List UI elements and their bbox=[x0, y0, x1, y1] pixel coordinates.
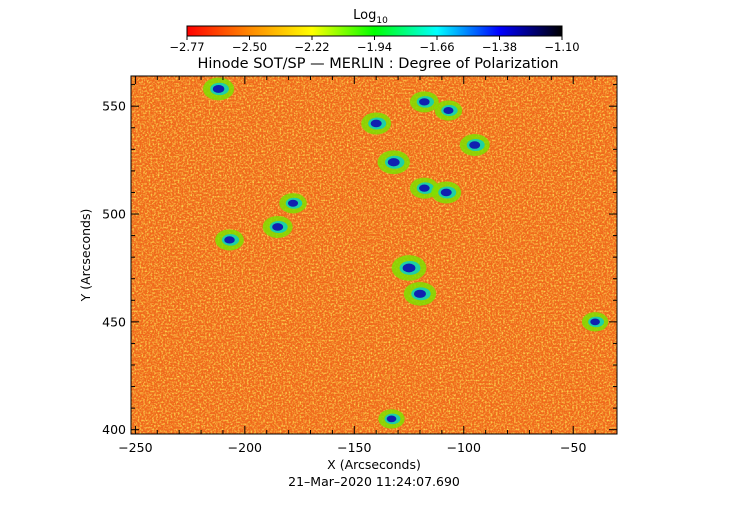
y-tick-label: 550 bbox=[102, 99, 126, 114]
feature-core bbox=[443, 107, 454, 115]
x-tick-label: −250 bbox=[118, 440, 152, 455]
x-tick-label: −150 bbox=[337, 440, 371, 455]
timestamp: 21–Mar–2020 11:24:07.690 bbox=[288, 474, 460, 489]
x-tick-label: −100 bbox=[447, 440, 481, 455]
feature-core bbox=[469, 141, 481, 149]
y-axis: 400 450 500 550 bbox=[102, 84, 617, 437]
feature-core bbox=[212, 84, 225, 93]
feature-core bbox=[386, 415, 397, 423]
colorbar-tick-label: −1.38 bbox=[482, 40, 517, 54]
feature-core bbox=[387, 158, 400, 167]
feature-core bbox=[272, 223, 284, 231]
colorbar-tick-label: −1.94 bbox=[357, 40, 392, 54]
feature-core bbox=[287, 199, 299, 207]
colorbar-tick-label: −2.22 bbox=[294, 40, 329, 54]
x-tick-label: −50 bbox=[560, 440, 586, 455]
plot-frame bbox=[130, 75, 618, 435]
feature-core bbox=[419, 184, 430, 192]
x-axis-label: X (Arcseconds) bbox=[327, 457, 421, 472]
colorbar-tick-label: −2.50 bbox=[232, 40, 267, 54]
plot-area bbox=[130, 75, 618, 435]
colorbar-tick-label: −2.77 bbox=[169, 40, 204, 54]
feature-core bbox=[370, 119, 382, 128]
feature-core bbox=[419, 98, 430, 106]
feature-core bbox=[402, 263, 416, 273]
y-axis-label: Y (Arcseconds) bbox=[78, 209, 93, 303]
chart-title: Hinode SOT/SP — MERLIN : Degree of Polar… bbox=[197, 56, 558, 72]
feature-core bbox=[414, 289, 426, 298]
colorbar-gradient-bar bbox=[186, 25, 563, 37]
x-tick-label: −200 bbox=[228, 440, 262, 455]
colorbar-ticks: −2.77 −2.50 −2.22 −1.94 −1.66 −1.38 −1.10 bbox=[169, 36, 580, 54]
y-tick-label: 400 bbox=[102, 422, 126, 437]
feature-core bbox=[590, 318, 600, 326]
colorbar-tick-label: −1.10 bbox=[544, 40, 579, 54]
y-tick-label: 450 bbox=[102, 314, 126, 329]
y-tick-label: 500 bbox=[102, 207, 126, 222]
feature-core bbox=[440, 188, 452, 197]
colorbar-tick-label: −1.66 bbox=[419, 40, 454, 54]
feature-core bbox=[224, 236, 235, 244]
colorbar-title: Log10 bbox=[353, 8, 388, 26]
x-axis: −250 −200 −150 −100 −50 bbox=[118, 76, 618, 455]
heatmap-texture-dark bbox=[131, 76, 617, 434]
colorbar: Log10 −2.77 −2.50 −2.22 −1.94 −1.66 −1.38 −1.1… bbox=[169, 8, 579, 54]
polarization-features bbox=[202, 77, 609, 429]
